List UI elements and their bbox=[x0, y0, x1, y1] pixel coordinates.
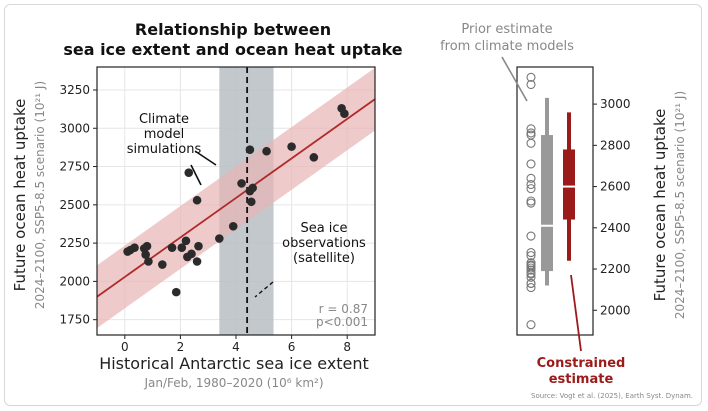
prior-label-line-2: from climate models bbox=[440, 39, 574, 54]
model-simulations-label: simulations bbox=[127, 142, 202, 157]
prior-model-point bbox=[526, 198, 536, 208]
prior-box bbox=[541, 135, 553, 272]
model-point bbox=[177, 243, 187, 253]
model-simulations-label: model bbox=[144, 127, 184, 142]
y-axis-label: Future ocean heat uptake bbox=[11, 99, 29, 292]
constraint-frame bbox=[516, 66, 594, 336]
observations-label: (satellite) bbox=[293, 251, 355, 266]
constraint-plot: 2000 2200 2400 2600 2800 3000 bbox=[501, 56, 631, 352]
right-y-tick-label: 2400 bbox=[600, 221, 631, 235]
constrained-box bbox=[563, 149, 575, 220]
model-point bbox=[246, 197, 256, 207]
observations-label: Sea ice bbox=[300, 221, 347, 236]
y-tick-label: 1750 bbox=[59, 313, 90, 327]
x-axis-label: Historical Antarctic sea ice extent bbox=[99, 354, 369, 373]
y-tick-label: 2500 bbox=[59, 198, 90, 212]
x-tick-label: 2 bbox=[177, 340, 185, 354]
chart-title-line-1: Relationship between bbox=[135, 20, 331, 39]
prior-model-point bbox=[526, 265, 536, 275]
model-point bbox=[158, 260, 167, 269]
prior-model-point bbox=[526, 124, 536, 134]
prior-model-point bbox=[526, 269, 536, 279]
prior-label-pointer bbox=[501, 56, 528, 102]
correlation-stats: p<0.001 bbox=[316, 315, 368, 329]
model-point bbox=[287, 142, 296, 151]
figure-frame: Relationship between sea ice extent and … bbox=[4, 4, 702, 406]
x-tick-label: 0 bbox=[121, 340, 129, 354]
model-label-pointer bbox=[194, 150, 217, 166]
constrained-label-line-2: estimate bbox=[549, 372, 614, 387]
model-point bbox=[262, 146, 271, 156]
model-point bbox=[184, 168, 194, 177]
model-point bbox=[340, 109, 349, 119]
y-tick-label: 3250 bbox=[59, 83, 90, 97]
model-point bbox=[144, 257, 153, 266]
source-note: Source: Vogt et al. (2025), Earth Syst. … bbox=[531, 392, 693, 400]
prior-model-point bbox=[526, 184, 536, 194]
model-point bbox=[309, 153, 319, 162]
model-point bbox=[141, 250, 150, 259]
x-axis-sublabel: Jan/Feb, 1980–2020 (10⁶ km²) bbox=[143, 376, 323, 390]
prior-model-point bbox=[526, 179, 536, 190]
prior-label-line-1: Prior estimate bbox=[461, 22, 552, 37]
correlation-stats: r = 0.87 bbox=[319, 302, 368, 316]
model-point bbox=[215, 234, 224, 243]
constrained-label-pointer bbox=[570, 274, 582, 352]
right-y-tick-label: 2600 bbox=[600, 180, 631, 194]
model-point bbox=[187, 249, 196, 259]
model-label-pointer bbox=[190, 164, 202, 186]
prior-model-point bbox=[526, 283, 536, 293]
regression-line bbox=[97, 98, 375, 298]
y-axis-sublabel: 2024–2100, SSP5-8.5 scenario (10²¹ J) bbox=[33, 81, 47, 309]
prior-model-point bbox=[526, 72, 536, 82]
y-tick-label: 2000 bbox=[59, 274, 90, 288]
prior-model-point bbox=[526, 247, 536, 258]
right-y-tick-label: 3000 bbox=[600, 97, 631, 111]
model-point bbox=[194, 241, 203, 251]
prior-model-point bbox=[526, 173, 536, 183]
prior-model-point bbox=[526, 320, 536, 330]
figure-canvas: Relationship between sea ice extent and … bbox=[11, 20, 693, 400]
model-point bbox=[181, 236, 191, 246]
y-tick-label: 3000 bbox=[59, 121, 90, 135]
right-y-tick-label: 2800 bbox=[600, 138, 631, 152]
x-tick-label: 8 bbox=[343, 340, 351, 354]
model-point bbox=[192, 195, 202, 205]
prior-model-point bbox=[526, 278, 536, 289]
right-y-axis-label: Future ocean heat uptake bbox=[651, 109, 669, 302]
model-point bbox=[167, 243, 177, 253]
observations-label: observations bbox=[282, 236, 366, 251]
model-point bbox=[228, 221, 238, 231]
model-point bbox=[248, 183, 257, 193]
model-point bbox=[171, 287, 181, 297]
prior-model-point bbox=[526, 138, 536, 148]
right-y-tick-label: 2200 bbox=[600, 262, 631, 276]
right-y-tick-label: 2000 bbox=[600, 303, 631, 317]
model-point bbox=[192, 257, 202, 266]
model-point bbox=[237, 179, 246, 188]
x-tick-label: 6 bbox=[288, 340, 296, 354]
model-point bbox=[142, 241, 152, 251]
prior-model-point bbox=[526, 231, 536, 241]
constrained-label-line-1: Constrained bbox=[537, 356, 626, 371]
observations-pointer bbox=[254, 281, 274, 298]
y-tick-label: 2750 bbox=[59, 160, 90, 174]
y-tick-label: 2250 bbox=[59, 236, 90, 250]
model-point bbox=[245, 145, 255, 154]
prior-model-point bbox=[526, 272, 536, 282]
model-point bbox=[130, 243, 139, 253]
right-y-axis-sublabel: 2024–2100, SSP5-8.5 scenario (10²¹ J) bbox=[673, 91, 687, 319]
scatter-plot: 0 2 4 6 8 1750 2000 2250 2500 2750 3000 3250 Climate… bbox=[59, 66, 376, 354]
prior-model-point bbox=[526, 159, 536, 169]
x-tick-label: 4 bbox=[232, 340, 240, 354]
plot-area bbox=[97, 67, 375, 335]
prior-model-point bbox=[526, 251, 536, 261]
model-simulations-label: Climate bbox=[139, 112, 189, 127]
chart-title-line-2: sea ice extent and ocean heat uptake bbox=[63, 40, 402, 59]
prior-model-point bbox=[526, 79, 536, 90]
